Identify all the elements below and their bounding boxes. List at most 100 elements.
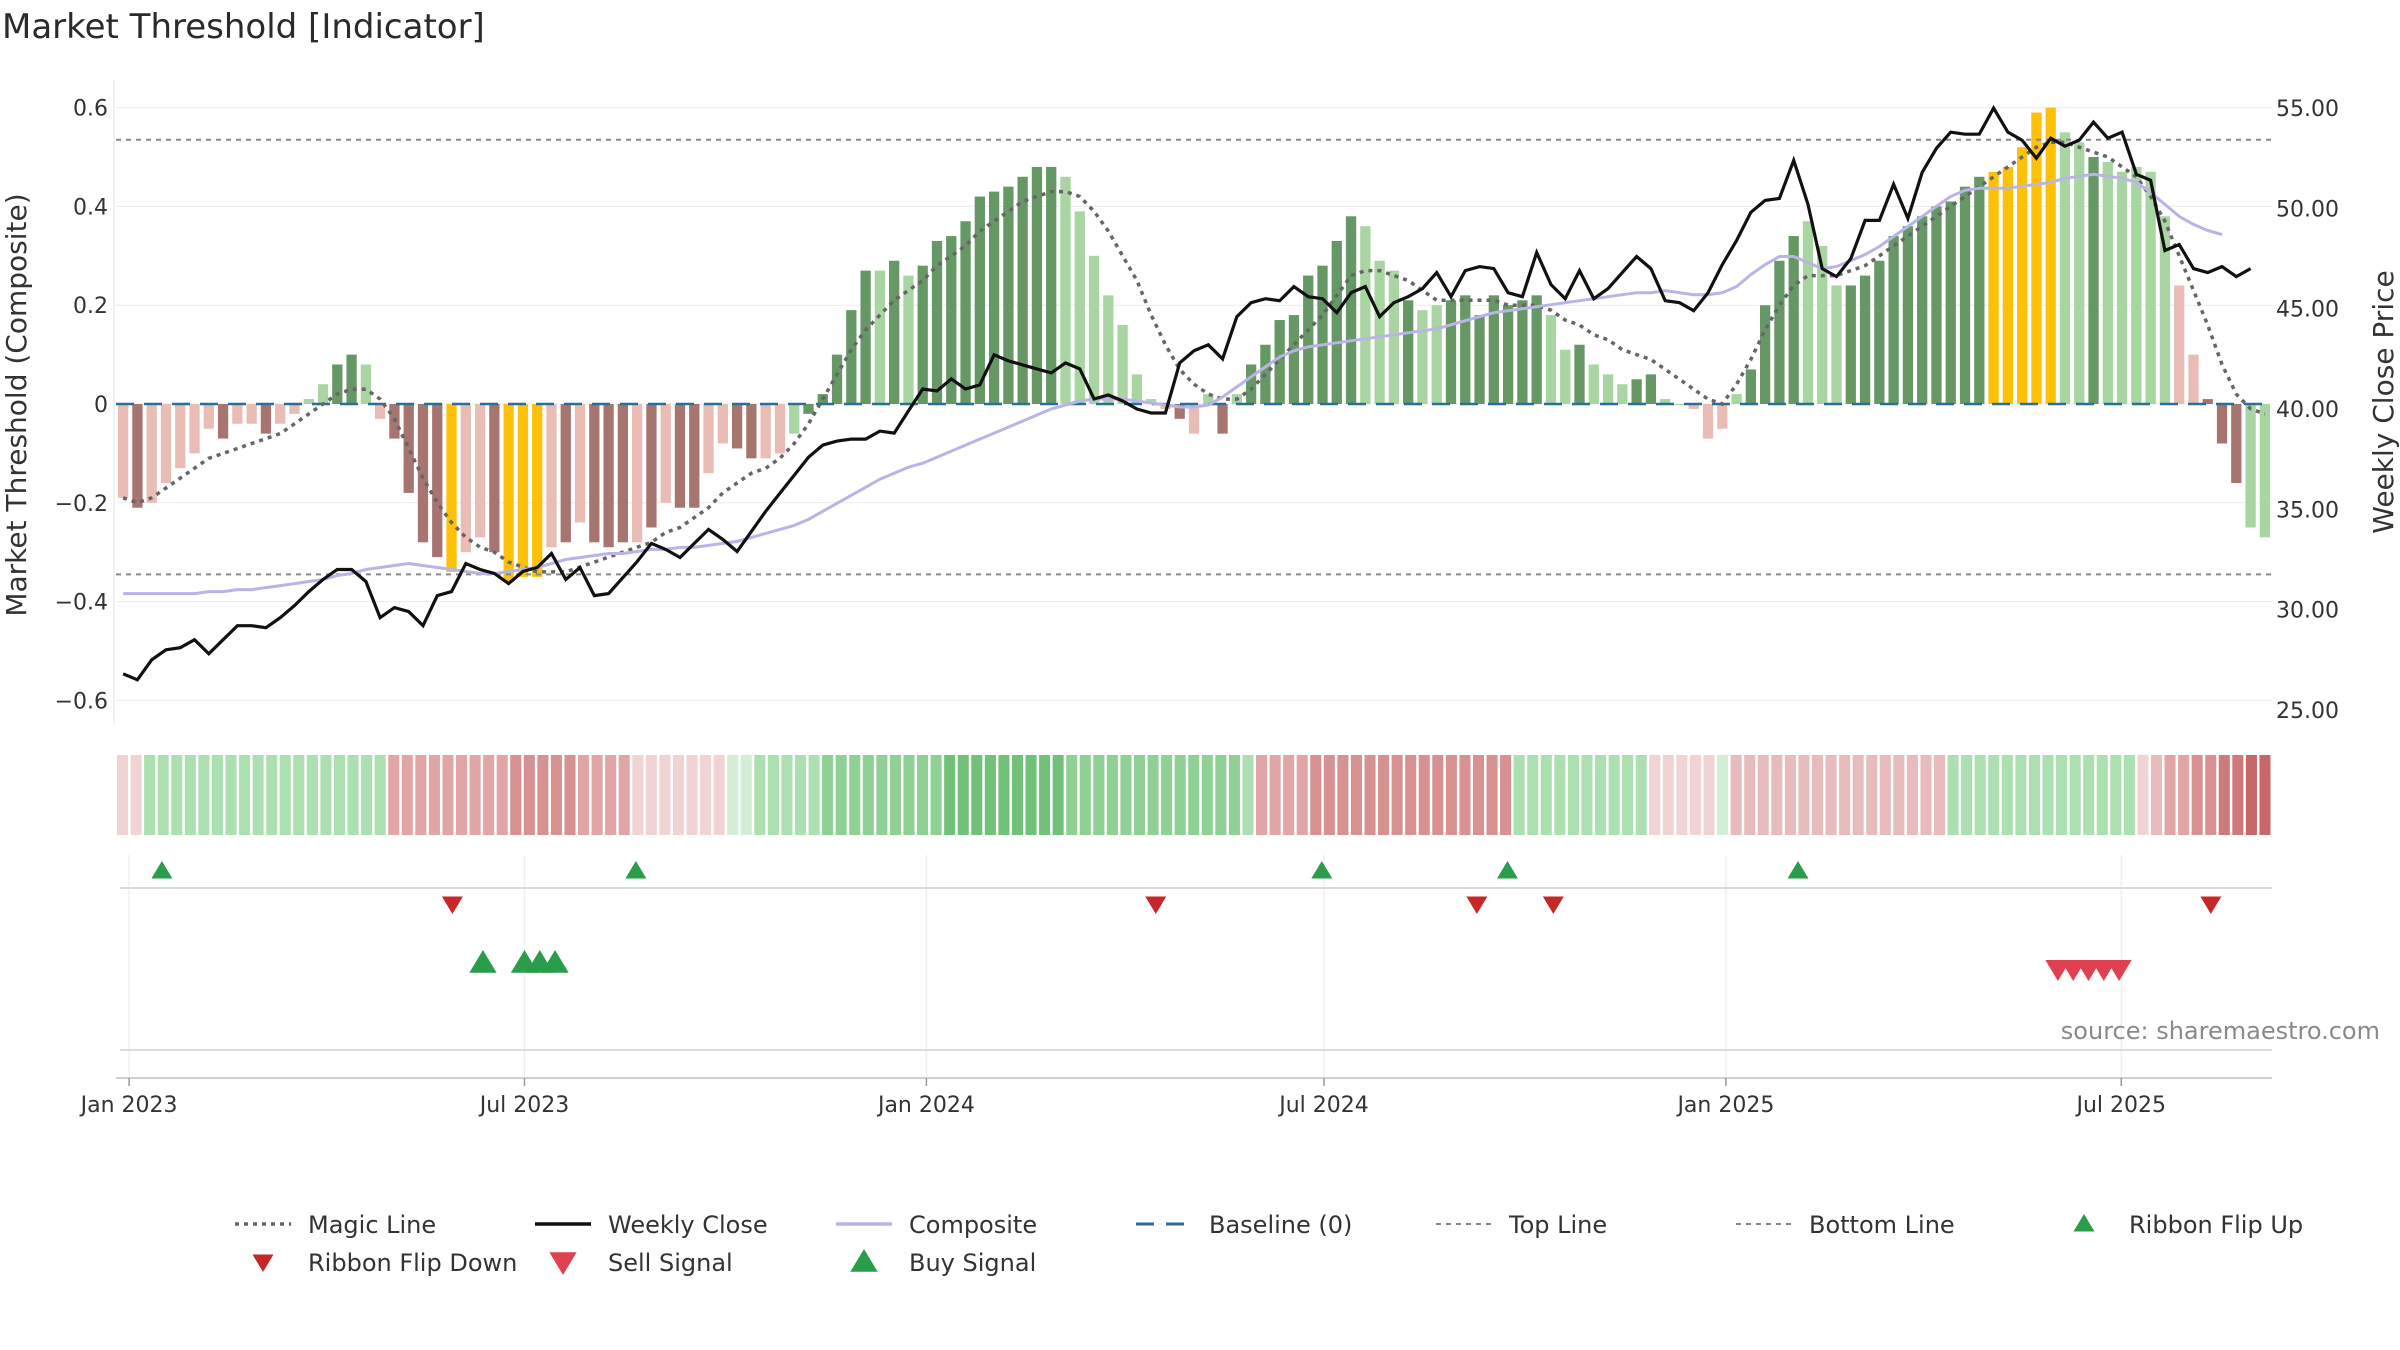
composite-bar [1445, 300, 1457, 404]
ribbon-cell [794, 755, 807, 835]
composite-bar [617, 404, 629, 543]
ribbon-cell [1405, 755, 1417, 835]
composite-bar [2102, 161, 2113, 404]
ribbon-flip-down-marker [1145, 896, 1167, 914]
composite-bar [1831, 285, 1842, 404]
ribbon-cell [645, 755, 657, 835]
ribbon-cell [2110, 755, 2122, 835]
composite-bar [1817, 245, 1828, 404]
ribbon-cell [1988, 755, 2000, 835]
ribbon-cell [632, 755, 644, 835]
ribbon-cell [998, 755, 1010, 835]
composite-bar [1617, 384, 1628, 404]
composite-bar [889, 260, 900, 404]
buy-signal-marker [469, 950, 497, 973]
ribbon-cell [1391, 755, 1403, 835]
y-axis-left-label: Market Threshold (Composite) [0, 193, 33, 616]
composite-bar [1859, 275, 1871, 404]
composite-bar [1403, 300, 1414, 404]
y-left-tick-label: 0 [94, 393, 108, 418]
composite-bar [1502, 305, 1514, 404]
ribbon-cell [1567, 755, 1579, 835]
composite-bar [203, 404, 214, 429]
ribbon-cell [876, 755, 888, 835]
composite-bar [1788, 236, 1799, 404]
composite-bar [1046, 166, 1057, 404]
ribbon-cell [1133, 755, 1146, 835]
ribbon-cell [1188, 755, 1200, 835]
ribbon-cell [944, 755, 956, 835]
composite-bar [1031, 166, 1043, 404]
ribbon-cell [1323, 755, 1335, 835]
ribbon-cell [1161, 755, 1173, 835]
legend-label: Composite [909, 1211, 1037, 1239]
ribbon-cell [808, 755, 820, 835]
composite-bar [2188, 354, 2199, 404]
legend-label: Weekly Close [608, 1211, 768, 1239]
ribbon-cell [659, 755, 671, 835]
composite-bar [375, 404, 386, 419]
composite-bar [917, 265, 928, 404]
composite-bar [1131, 374, 1143, 404]
composite-bar [1917, 216, 1928, 404]
composite-bar [1717, 404, 1728, 429]
composite-bar [503, 404, 514, 582]
buy-signal-marker [541, 950, 569, 973]
composite-bar [303, 399, 314, 404]
composite-bar [260, 404, 272, 434]
sell-signal-marker [2106, 960, 2132, 981]
ribbon-cell [483, 755, 495, 835]
composite-bar [489, 404, 500, 553]
ribbon-cell [1215, 755, 1227, 835]
ribbon-cell [2164, 755, 2176, 835]
ribbon-cell [1310, 755, 1322, 835]
y-left-tick-label: −0.4 [55, 591, 108, 616]
ribbon-cell [2096, 755, 2108, 835]
composite-bar [2259, 404, 2271, 538]
composite-bar [217, 404, 229, 439]
composite-bar [946, 236, 957, 404]
ribbon-cell [2083, 755, 2095, 835]
composite-bar [1888, 236, 1899, 404]
ribbon-cell [2042, 755, 2054, 835]
ribbon-flip-down-marker [2200, 896, 2222, 914]
composite-bar [1317, 265, 1328, 404]
chart-title: Market Threshold [Indicator] [2, 7, 485, 47]
ribbon-cell [2245, 755, 2257, 835]
magic-line [122, 140, 2266, 574]
ribbon-cell [2259, 755, 2271, 835]
ribbon-cell [971, 755, 983, 835]
ribbon-cell [781, 755, 793, 835]
ribbon-cell [279, 755, 291, 835]
composite-bar [232, 404, 243, 424]
composite-bar [1188, 404, 1200, 434]
legend-label: Magic Line [308, 1211, 436, 1239]
ribbon-cell [2069, 755, 2081, 835]
composite-bar [674, 404, 686, 508]
ribbon-cell [1378, 755, 1390, 835]
composite-bar [1417, 310, 1428, 404]
ribbon-cell [1947, 755, 1959, 835]
composite-bar [874, 270, 886, 404]
ribbon-cell [2178, 755, 2190, 835]
y-right-tick-label: 45.00 [2276, 298, 2339, 323]
ribbon-cell [903, 755, 915, 835]
ribbon-cell [2123, 755, 2135, 835]
legend-swatch [2073, 1214, 2095, 1232]
ribbon-cell [1079, 755, 1091, 835]
ribbon-cell [1174, 755, 1186, 835]
composite-bar [1745, 369, 1756, 404]
composite-bar [1060, 176, 1071, 404]
composite-bar [2131, 166, 2142, 404]
ribbon-cell [1106, 755, 1118, 835]
ribbon-cell [1025, 755, 1037, 835]
composite-bar [646, 404, 657, 528]
y-right-tick-label: 40.00 [2276, 398, 2339, 423]
ribbon-flip-down-marker [441, 896, 463, 914]
ribbon-cell [917, 755, 929, 835]
composite-bar [1345, 216, 1357, 404]
ribbon-cell [2232, 755, 2244, 835]
composite-bar [1602, 374, 1614, 404]
ribbon-cell [144, 755, 156, 835]
y-axis-right-label: Weekly Close Price [2367, 270, 2400, 533]
